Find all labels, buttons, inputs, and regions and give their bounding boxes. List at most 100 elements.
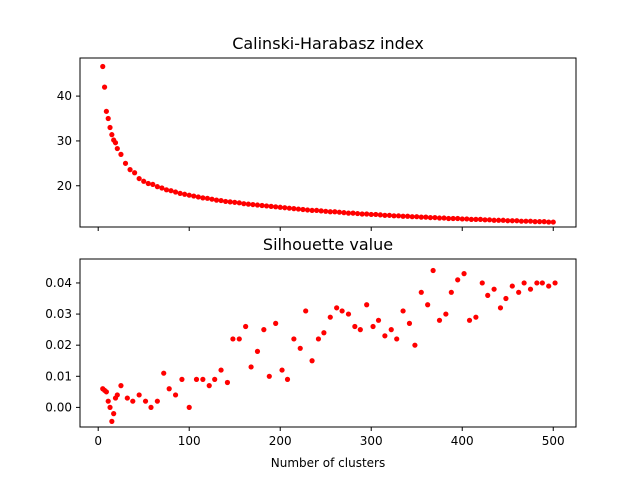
- data-point: [150, 181, 156, 188]
- data-point: [461, 271, 467, 277]
- data-point: [103, 108, 109, 114]
- data-point: [107, 404, 113, 410]
- ch-index-title: Calinski-Harabasz index: [232, 34, 424, 53]
- x-tick-label: 400: [451, 434, 474, 448]
- data-point: [477, 216, 484, 222]
- data-point: [109, 132, 115, 138]
- data-point: [541, 219, 547, 225]
- data-point: [105, 115, 111, 122]
- data-point: [118, 151, 124, 157]
- data-point: [303, 308, 309, 314]
- data-point: [136, 392, 142, 398]
- data-point: [300, 206, 306, 213]
- data-point: [485, 292, 491, 298]
- data-point: [368, 211, 374, 218]
- data-point: [266, 373, 272, 379]
- data-point: [550, 219, 556, 225]
- data-point: [414, 214, 420, 220]
- data-point: [109, 418, 115, 424]
- data-point: [486, 217, 493, 223]
- data-point: [527, 218, 534, 224]
- data-point: [334, 305, 340, 311]
- y-tick-label: 40: [57, 89, 72, 103]
- data-point: [432, 214, 438, 221]
- data-point: [206, 383, 212, 389]
- data-point: [377, 212, 383, 218]
- data-point: [213, 197, 220, 203]
- data-point: [254, 348, 261, 354]
- data-point: [286, 205, 292, 211]
- data-point: [114, 392, 120, 398]
- data-point: [254, 202, 261, 208]
- x-axis-label: Number of clusters: [271, 456, 385, 470]
- data-point: [323, 208, 329, 214]
- data-point: [345, 210, 352, 216]
- data-point: [539, 280, 545, 286]
- data-point: [327, 314, 333, 320]
- data-point: [245, 201, 251, 207]
- data-point: [291, 206, 297, 212]
- data-point: [466, 317, 473, 323]
- x-tick-label: 100: [178, 434, 201, 448]
- data-point: [295, 206, 302, 212]
- data-point: [534, 280, 540, 286]
- data-point: [111, 411, 117, 417]
- x-tick-label: 500: [542, 434, 565, 448]
- data-point: [132, 170, 138, 176]
- data-point: [227, 199, 233, 205]
- data-point: [386, 212, 393, 218]
- data-point: [223, 198, 229, 205]
- x-tick-label: 0: [94, 434, 102, 448]
- data-point: [364, 302, 370, 308]
- data-point: [354, 210, 361, 217]
- data-point: [230, 336, 236, 342]
- data-point: [243, 323, 249, 330]
- data-point: [195, 194, 201, 200]
- data-point: [527, 286, 534, 292]
- data-point: [145, 180, 151, 187]
- data-point: [122, 160, 129, 166]
- data-point: [406, 320, 413, 326]
- data-point: [468, 216, 474, 222]
- data-point: [105, 398, 111, 404]
- data-point: [537, 219, 543, 225]
- data-point: [114, 145, 120, 152]
- data-point: [250, 201, 256, 208]
- data-point: [514, 218, 520, 224]
- data-point: [370, 323, 376, 330]
- data-point: [427, 214, 433, 221]
- data-point: [546, 219, 552, 225]
- data-point: [409, 214, 415, 220]
- data-point: [277, 204, 283, 210]
- data-point: [291, 336, 297, 342]
- data-point: [473, 216, 479, 222]
- data-point: [473, 314, 479, 320]
- data-point: [186, 192, 192, 198]
- data-point: [101, 84, 108, 90]
- data-point: [523, 218, 529, 224]
- y-tick-label: 0.04: [45, 276, 72, 290]
- data-point: [532, 219, 538, 225]
- data-point: [395, 213, 402, 219]
- data-point: [112, 140, 119, 146]
- data-point: [142, 398, 149, 404]
- data-point: [412, 342, 418, 348]
- data-point: [546, 283, 552, 289]
- data-point: [455, 277, 461, 283]
- data-point: [443, 311, 449, 317]
- data-point: [552, 280, 558, 286]
- data-point: [503, 295, 509, 302]
- data-point: [193, 376, 200, 382]
- data-point: [400, 308, 406, 314]
- ch-index-axes-frame: [79, 57, 577, 228]
- data-point: [327, 209, 333, 215]
- data-point: [450, 215, 456, 222]
- data-point: [168, 188, 174, 194]
- data-point: [339, 308, 345, 314]
- y-tick-label: 0.01: [45, 369, 72, 383]
- data-point: [436, 317, 443, 323]
- data-point: [405, 213, 411, 219]
- data-point: [373, 211, 379, 218]
- data-point: [332, 209, 338, 215]
